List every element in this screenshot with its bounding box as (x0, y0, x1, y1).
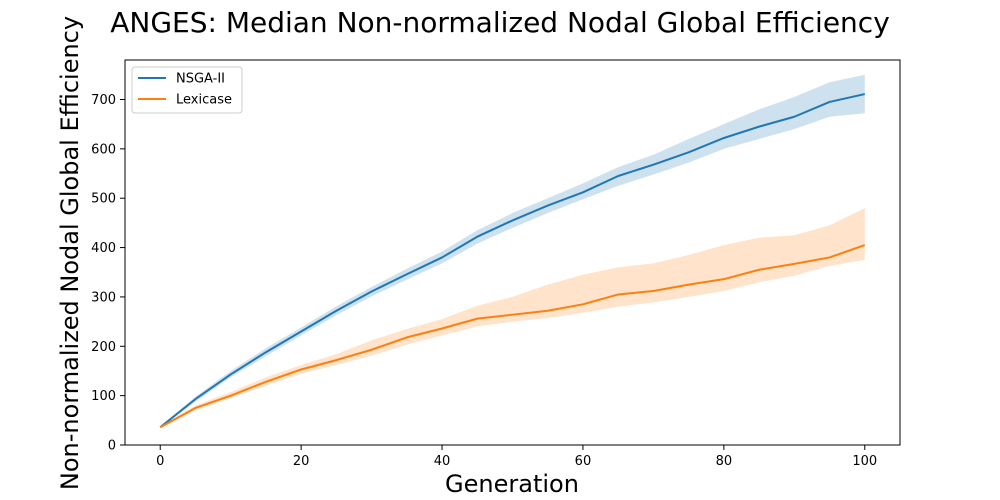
y-axis-ticks: 0 100 200 300 400 500 600 700 (91, 93, 125, 454)
chart-title: ANGES: Median Non-normalized Nodal Globa… (110, 6, 890, 39)
y-tick-label: 400 (91, 241, 116, 256)
band-1 (160, 208, 865, 429)
y-tick-label: 200 (91, 340, 116, 355)
y-tick-label: 500 (91, 192, 116, 207)
x-tick-label: 20 (293, 454, 310, 469)
x-axis-label: Generation (445, 470, 579, 498)
x-tick-label: 40 (434, 454, 451, 469)
series-line-0 (159, 93, 865, 429)
x-axis-ticks: 0 20 40 60 80 100 (156, 445, 877, 469)
x-tick-label: 100 (852, 454, 877, 469)
legend-label: NSGA-II (176, 72, 225, 87)
y-tick-label: 600 (91, 142, 116, 157)
y-tick-label: 100 (91, 389, 116, 404)
plot-area (124, 59, 901, 446)
plot-frame (124, 59, 901, 446)
legend: NSGA-II Lexicase (131, 66, 243, 114)
legend-label: Lexicase (176, 93, 232, 108)
x-tick-label: 0 (156, 454, 164, 469)
y-tick-label: 700 (91, 93, 116, 108)
y-tick-label: 300 (91, 290, 116, 305)
series-lines (159, 93, 866, 429)
x-tick-label: 60 (575, 454, 592, 469)
y-axis-label: Non-normalized Nodal Global Efficiency (56, 16, 84, 490)
y-tick-label: 0 (108, 439, 116, 454)
confidence-bands (160, 74, 865, 429)
series-line-1 (159, 244, 866, 429)
band-0 (160, 74, 865, 429)
x-tick-label: 80 (716, 454, 733, 469)
